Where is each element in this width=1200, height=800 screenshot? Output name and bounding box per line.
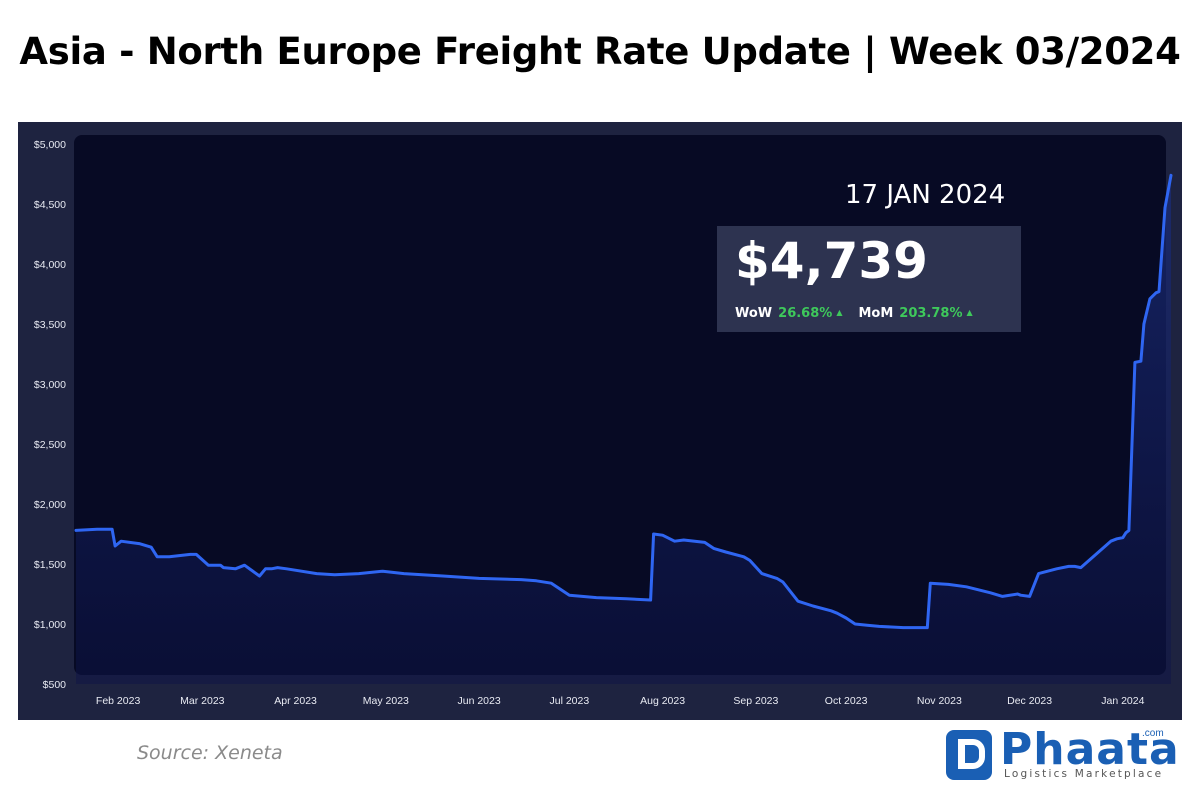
x-tick-label: Jan 2024 <box>1101 695 1144 707</box>
wow-value: 26.68% <box>778 306 833 321</box>
x-tick-label: Feb 2023 <box>96 695 141 707</box>
y-tick-label: $3,000 <box>34 379 66 391</box>
x-tick-label: Dec 2023 <box>1007 695 1052 707</box>
x-tick-label: May 2023 <box>363 695 409 707</box>
series-line <box>74 173 1173 630</box>
x-tick-label: Nov 2023 <box>917 695 962 707</box>
x-tick-label: Oct 2023 <box>825 695 868 707</box>
y-tick-label: $3,500 <box>34 319 66 331</box>
x-tick-label: Mar 2023 <box>180 695 225 707</box>
page-title: Asia - North Europe Freight Rate Update … <box>19 30 1181 73</box>
mom-up-arrow-icon: ▲ <box>966 308 973 317</box>
wow-label: WoW <box>735 306 773 321</box>
x-tick-label: Aug 2023 <box>640 695 685 707</box>
mom-value: 203.78% <box>899 306 963 321</box>
x-tick-label: Apr 2023 <box>274 695 317 707</box>
y-tick-label: $4,500 <box>34 199 66 211</box>
y-tick-label: $4,000 <box>34 259 66 271</box>
x-tick-label: Jul 2023 <box>550 695 590 707</box>
phaata-logo-icon <box>946 730 992 780</box>
wow-up-arrow-icon: ▲ <box>836 308 843 317</box>
y-tick-label: $2,500 <box>34 439 66 451</box>
logo-tagline: Logistics Marketplace <box>1004 768 1164 780</box>
kpi-changes: WoW 26.68% ▲ MoM 203.78% ▲ <box>735 306 973 321</box>
kpi-value: $4,739 <box>735 232 928 290</box>
logo-name: Phaata <box>1000 724 1180 775</box>
y-tick-label: $2,000 <box>34 499 66 511</box>
source-note: Source: Xeneta <box>137 742 283 764</box>
mom-label: MoM <box>858 306 894 321</box>
x-tick-label: Jun 2023 <box>457 695 500 707</box>
chart-frame: $500 $1,000 $1,500 $2,000 $2,500 $3,000 $3,500… <box>18 122 1182 720</box>
x-tick-label: Sep 2023 <box>733 695 778 707</box>
y-tick-label: $500 <box>43 679 67 691</box>
kpi-box: $4,739 WoW 26.68% ▲ MoM 203.78% ▲ <box>717 226 1021 332</box>
y-tick-label: $1,000 <box>34 619 66 631</box>
y-tick-label: $1,500 <box>34 559 66 571</box>
series-area <box>76 175 1171 685</box>
kpi-date: 17 JAN 2024 <box>845 180 1006 210</box>
logo-tld: .com <box>1142 728 1164 739</box>
phaata-logo: Phaata .com Logistics Marketplace <box>946 724 1179 784</box>
y-tick-label: $5,000 <box>34 139 66 151</box>
freight-rate-chart: $500 $1,000 $1,500 $2,000 $2,500 $3,000 $3,500… <box>34 135 1173 707</box>
